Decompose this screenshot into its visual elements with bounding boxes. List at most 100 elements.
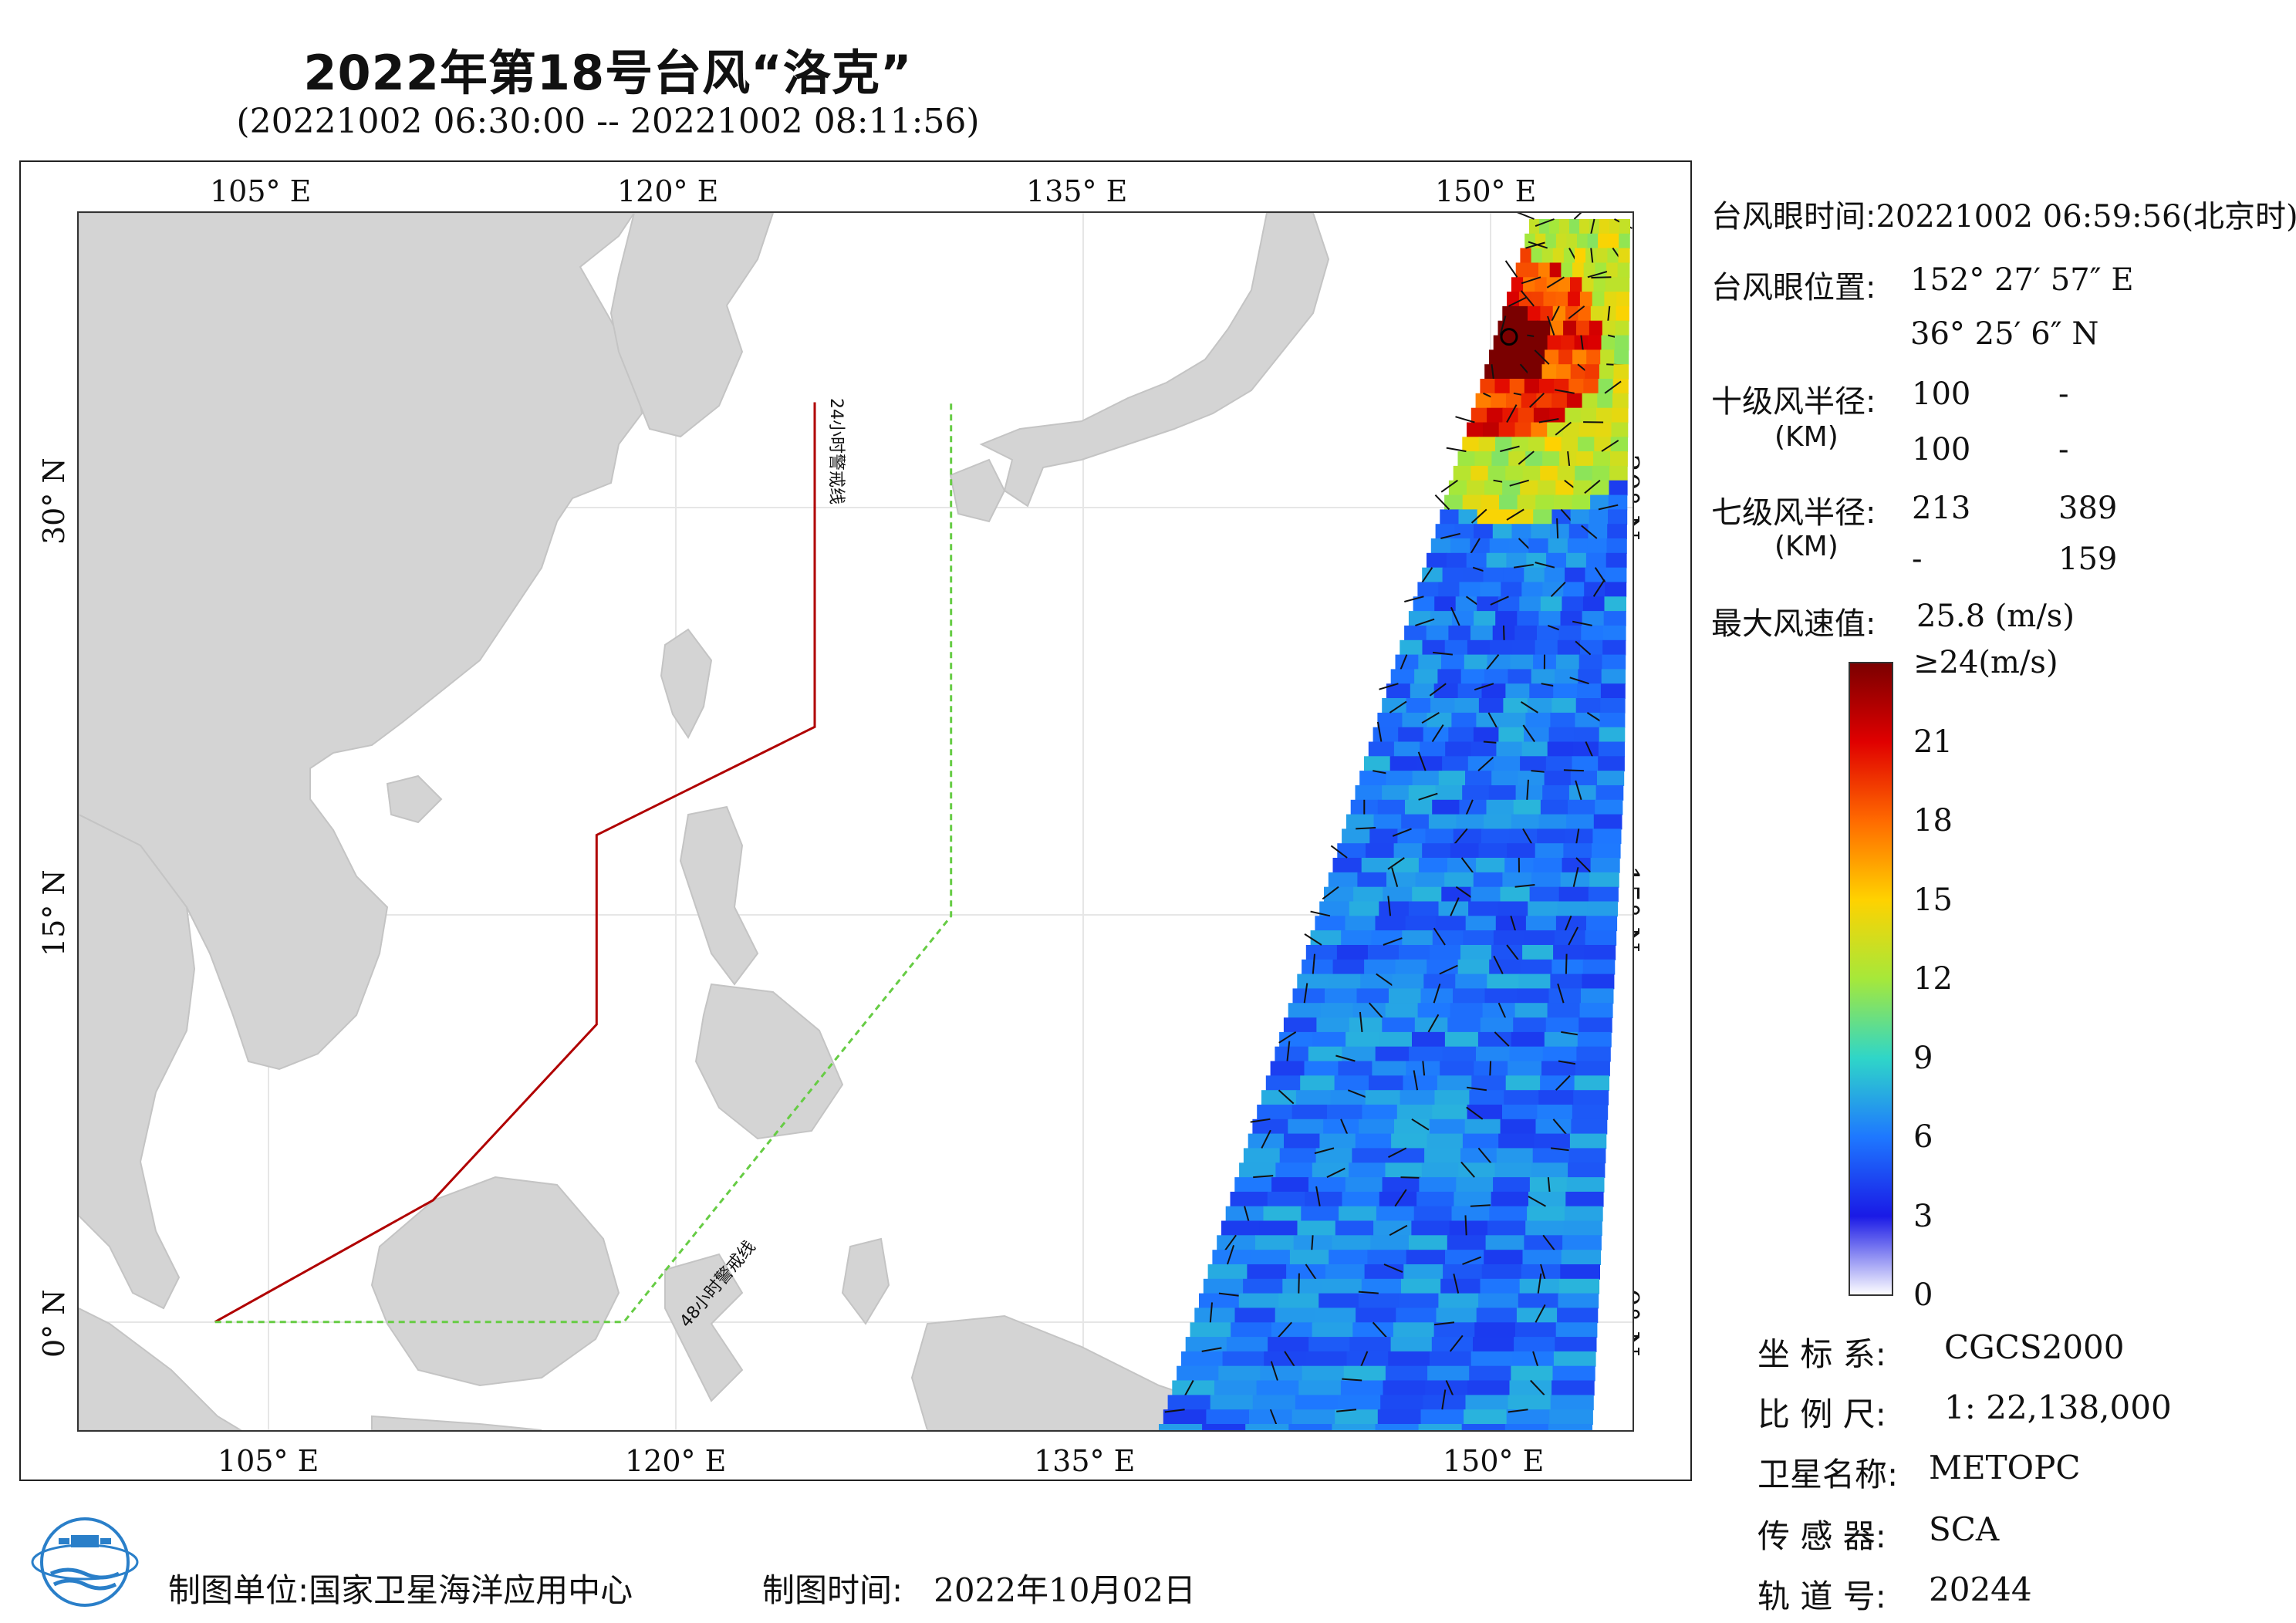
wind-cell [1422, 843, 1451, 859]
wind-cell [1477, 509, 1497, 525]
colorbar-label: 9 [1913, 1041, 1933, 1076]
wind-cell [1499, 494, 1518, 511]
wind-cell [1405, 916, 1437, 932]
wind-cell [1444, 639, 1468, 656]
wind-cell [1555, 654, 1580, 670]
wind-cell [1243, 1278, 1284, 1294]
wind-cell [1606, 538, 1627, 554]
wind-cell [1535, 843, 1565, 859]
maker-value: 国家卫星海洋应用中心 [309, 1571, 633, 1609]
r10-unit: (KM) [1774, 421, 1838, 453]
wind-cell [1506, 552, 1528, 569]
wind-cell [1495, 437, 1513, 453]
wind-cell [1271, 1322, 1313, 1338]
wind-cell [1353, 886, 1384, 903]
wind-cell [1380, 1395, 1424, 1411]
wind-cell [1531, 422, 1548, 438]
wind-cell [1401, 1278, 1442, 1294]
wind-cell [1521, 1264, 1562, 1280]
wind-cell [1400, 1090, 1436, 1105]
wind-barb [1554, 389, 1575, 394]
wind-cell [1576, 451, 1594, 467]
wind-cell [1597, 771, 1625, 786]
wind-cell [1517, 988, 1550, 1004]
wind-cell [1480, 1017, 1514, 1033]
wind-cell [1534, 335, 1548, 351]
wind-cell [1536, 393, 1553, 409]
wind-cell [1159, 1424, 1204, 1430]
wind-cell [1521, 582, 1544, 598]
wind-cell [1555, 292, 1569, 307]
wind-barb [1400, 1176, 1421, 1179]
wind-cell [1493, 1177, 1531, 1193]
wind-cell [1545, 349, 1560, 366]
wind-barb [1298, 1273, 1300, 1294]
wind-cell [1555, 669, 1579, 685]
wind-cell [1494, 756, 1521, 772]
wind-cell [1442, 1046, 1477, 1062]
wind-cell [1218, 1365, 1261, 1382]
wind-cell [1465, 771, 1493, 786]
wind-cell [1264, 1351, 1306, 1367]
wind-cell [1465, 1395, 1509, 1411]
wind-barb [1455, 886, 1474, 899]
wind-cell [1467, 1105, 1503, 1120]
wind-cell [1563, 1220, 1602, 1237]
wind-cell [1496, 1148, 1534, 1164]
wind-cell [1551, 393, 1568, 409]
wind-cell [1608, 509, 1628, 525]
wind-cell [1356, 988, 1389, 1004]
wind-cell [1596, 407, 1613, 423]
wind-barb [1372, 1321, 1387, 1338]
wind-cell [1531, 669, 1555, 685]
wind-cell [1610, 437, 1629, 453]
wind-barb [1552, 1119, 1568, 1135]
wind-cell [1525, 451, 1544, 467]
wind-cell [1545, 437, 1562, 453]
wind-cell [1568, 524, 1589, 539]
wind-cell [1389, 756, 1417, 772]
wind-cell [1538, 611, 1562, 626]
wind-cell [1577, 683, 1602, 699]
wind-cell [1561, 335, 1575, 351]
wind-cell [1435, 785, 1464, 801]
wind-barb [1433, 927, 1446, 946]
wind-barb [1535, 1304, 1546, 1323]
wind-cell [1587, 233, 1599, 249]
wind-cell [1558, 886, 1589, 903]
wind-cell [1252, 1395, 1296, 1411]
wind-cell [1467, 756, 1495, 772]
wind-cell [1501, 582, 1523, 598]
colorbar-label: 6 [1913, 1119, 1933, 1155]
wind-cell [1335, 1409, 1379, 1425]
wind-barb [1278, 1089, 1295, 1105]
land-hainan [386, 774, 443, 824]
x-tick-top-120: 120° E [617, 174, 719, 208]
wind-cell [1438, 1293, 1480, 1309]
wind-cell [1398, 727, 1424, 743]
wind-cell [1379, 901, 1410, 917]
wind-cell [1336, 945, 1369, 960]
wind-cell [1375, 1424, 1420, 1430]
r10-value-0-0: 100 [1912, 376, 1971, 412]
wind-cell [1585, 567, 1606, 583]
wind-cell [1520, 959, 1553, 975]
wind-cell [1312, 1162, 1350, 1179]
wind-cell [1519, 596, 1541, 612]
wind-cell [1379, 1191, 1418, 1207]
wind-cell [1297, 973, 1330, 990]
wind-cell [1486, 552, 1508, 569]
wind-cell [1498, 422, 1516, 438]
wind-barb [1394, 1189, 1407, 1207]
wind-cell [1533, 509, 1553, 525]
wind-cell [1580, 639, 1604, 656]
wind-cell [1599, 727, 1626, 743]
wind-cell [1470, 1351, 1514, 1367]
wind-cell [1425, 1380, 1468, 1396]
wind-cell [1481, 828, 1510, 845]
wind-cell [1365, 1090, 1401, 1105]
wind-cell [1609, 219, 1620, 235]
warning-24h-label: 24小时警戒线 [826, 398, 846, 504]
map-area[interactable]: 24小时警戒线 48小时警戒线 [77, 211, 1634, 1432]
wind-cell [1601, 335, 1616, 351]
